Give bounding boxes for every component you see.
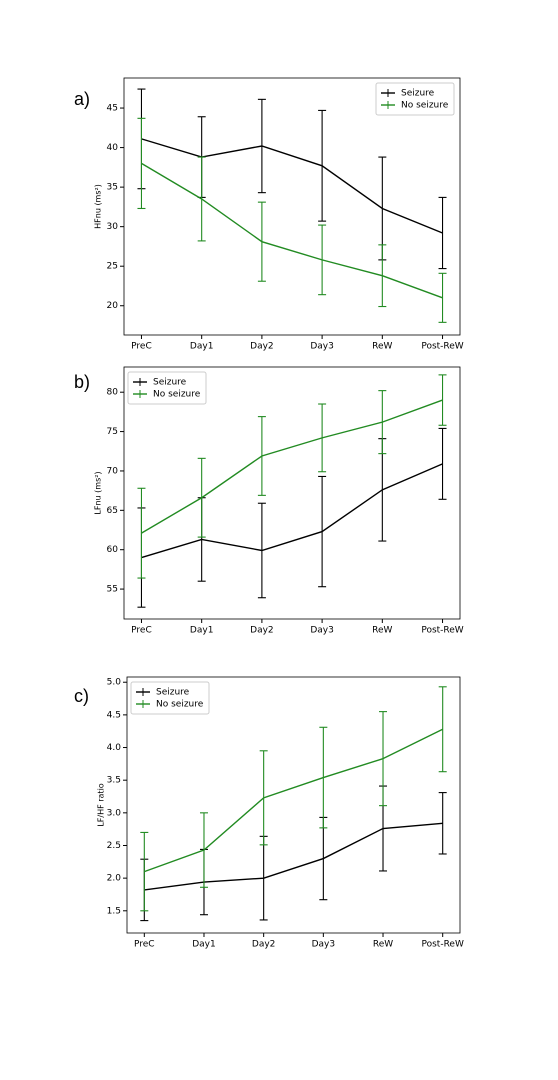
series-line (141, 138, 443, 234)
y-axis-label: HFnu (ms²) (94, 184, 103, 229)
error-bar (438, 792, 447, 855)
series-line (144, 822, 443, 891)
y-tick-label: 70 (107, 466, 119, 476)
error-bar (197, 156, 206, 242)
y-tick-label: 25 (107, 262, 118, 272)
x-tick-label: Day2 (252, 940, 276, 950)
x-tick-label: Day1 (190, 342, 214, 352)
y-tick-label: 3.0 (107, 808, 122, 818)
error-bar (257, 98, 266, 194)
panel-label: a) (74, 89, 90, 109)
x-tick-label: ReW (372, 626, 392, 636)
x-tick-label: Day2 (250, 626, 274, 636)
legend-label: No seizure (156, 700, 204, 710)
y-tick-label: 4.5 (107, 710, 121, 720)
y-tick-label: 60 (107, 545, 119, 555)
plot-frame (123, 366, 461, 620)
x-tick-label: Post-ReW (422, 940, 464, 950)
error-bar (378, 244, 387, 308)
error-bar (318, 224, 327, 296)
error-bar (318, 403, 327, 473)
x-tick-label: Day3 (310, 342, 334, 352)
y-tick-label: 80 (107, 388, 119, 398)
y-axis-label: LFnu (ms²) (94, 471, 103, 514)
y-tick-label: 30 (107, 222, 119, 232)
x-tick-label: PreC (131, 342, 152, 352)
y-tick-label: 3.5 (107, 776, 121, 786)
y-tick-label: 5.0 (107, 678, 122, 688)
error-bar (319, 816, 328, 901)
y-tick-label: 40 (107, 143, 119, 153)
legend: Seizure No seizure (375, 82, 455, 116)
x-tick-label: Day3 (310, 626, 334, 636)
legend-label: No seizure (401, 101, 449, 111)
y-tick-label: 35 (107, 183, 118, 193)
error-bar (197, 457, 206, 538)
y-tick-label: 65 (107, 506, 118, 516)
error-bar (378, 390, 387, 455)
error-bar (199, 812, 208, 888)
x-tick-label: Post-ReW (421, 342, 463, 352)
legend-frame (375, 82, 455, 116)
error-bar (438, 374, 447, 426)
plot-frame (123, 77, 461, 336)
panel-label: b) (74, 372, 90, 392)
x-tick-label: PreC (131, 626, 152, 636)
error-bar (318, 109, 327, 222)
error-bar (257, 201, 266, 282)
error-bar (438, 427, 447, 500)
x-tick-label: Day3 (312, 940, 336, 950)
x-tick-label: Day1 (192, 940, 216, 950)
y-tick-label: 20 (107, 301, 119, 311)
error-bar (318, 475, 327, 588)
legend-label: Seizure (153, 378, 187, 388)
series-line (144, 728, 444, 873)
x-tick-label: Day2 (250, 342, 274, 352)
error-bar (379, 711, 388, 807)
error-bar (259, 750, 268, 846)
y-tick-label: 4.0 (107, 743, 122, 753)
error-bar (438, 196, 447, 270)
error-bar (257, 416, 266, 496)
legend-frame (127, 371, 207, 405)
legend-label: Seizure (401, 89, 435, 99)
y-tick-label: 45 (107, 104, 118, 114)
legend: Seizure No seizure (127, 371, 207, 405)
x-tick-label: ReW (373, 940, 393, 950)
error-bar (438, 686, 447, 773)
series-line (141, 463, 443, 559)
y-tick-label: 55 (107, 585, 118, 595)
legend: Seizure No seizure (130, 681, 210, 715)
legend-frame (130, 681, 210, 715)
y-axis-label: LF/HF ratio (97, 783, 106, 826)
x-tick-label: ReW (372, 342, 392, 352)
error-bar (137, 487, 146, 579)
error-bar (137, 117, 146, 210)
error-bar (257, 502, 266, 599)
x-tick-label: Post-ReW (421, 626, 463, 636)
y-tick-label: 75 (107, 427, 118, 437)
y-tick-label: 2.0 (107, 874, 122, 884)
error-bar (438, 272, 447, 323)
series-line (141, 162, 443, 299)
series-line (141, 399, 443, 534)
legend-label: Seizure (156, 688, 190, 698)
legend-label: No seizure (153, 390, 201, 400)
x-tick-label: Day1 (190, 626, 214, 636)
error-bar (319, 726, 328, 829)
x-tick-label: PreC (134, 940, 155, 950)
y-tick-label: 2.5 (107, 841, 121, 851)
plot-frame (126, 676, 461, 934)
y-tick-label: 1.5 (107, 906, 121, 916)
panel-label: c) (74, 686, 89, 706)
error-bar (140, 831, 149, 912)
